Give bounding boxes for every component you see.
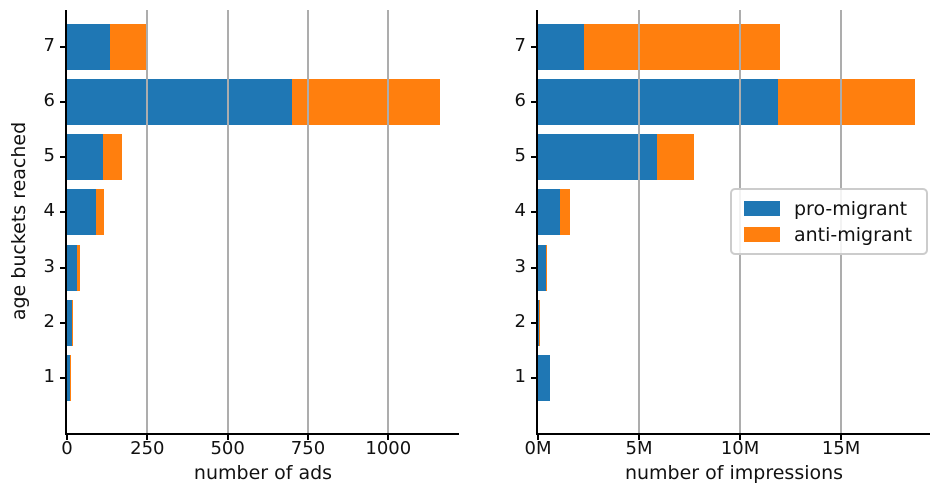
gridline-x-500 xyxy=(226,10,229,433)
anti-migrant-swatch-icon xyxy=(744,227,780,242)
bar-segment-pro-migrant-bucket-1 xyxy=(67,354,70,401)
y-tickmark-7 xyxy=(60,46,65,48)
bar-segment-pro-migrant-bucket-6 xyxy=(67,79,292,126)
bar-segment-anti-migrant-bucket-2 xyxy=(71,299,74,346)
bar-segment-pro-migrant-bucket-5 xyxy=(538,134,658,181)
y-tick-label-6: 6 xyxy=(43,90,55,112)
bar-segment-anti-migrant-bucket-4 xyxy=(96,189,104,236)
y-tick-label-4: 4 xyxy=(43,200,55,222)
gridline-x-250 xyxy=(146,10,149,433)
y-tick-label-7: 7 xyxy=(514,35,526,56)
x-tickmark-500 xyxy=(226,435,229,440)
x-tick-label-10M: 10M xyxy=(720,438,760,459)
bar-segment-anti-migrant-bucket-4 xyxy=(560,189,571,236)
x-tick-label-0: 0 xyxy=(61,438,73,459)
y-tick-label-2: 2 xyxy=(514,310,526,332)
x-tick-label-750: 750 xyxy=(290,438,326,459)
bar-segment-pro-migrant-bucket-4 xyxy=(538,189,561,236)
x-tickmark-750 xyxy=(306,435,309,440)
y-axis-spine xyxy=(536,10,538,433)
x-tickmark-1000 xyxy=(387,435,390,440)
x-tickmark-0 xyxy=(66,435,68,440)
legend-label-anti-migrant: anti-migrant xyxy=(794,223,913,246)
y-tick-label-2: 2 xyxy=(43,310,55,332)
bar-segment-anti-migrant-bucket-5 xyxy=(102,134,122,181)
y-tickmark-1 xyxy=(60,376,65,379)
y-tickmark-3 xyxy=(60,266,65,269)
y-tickmark-5 xyxy=(531,156,536,159)
y-tickmark-3 xyxy=(531,266,536,269)
bar-segment-anti-migrant-bucket-6 xyxy=(778,79,915,126)
y-tick-label-6: 6 xyxy=(514,90,526,112)
bar-segment-anti-migrant-bucket-2 xyxy=(538,299,540,346)
x-axis-label-impressions: number of impressions xyxy=(624,462,844,484)
x-axis-spine xyxy=(65,433,459,435)
bar-segment-anti-migrant-bucket-6 xyxy=(291,79,440,126)
legend: pro-migrant anti-migrant xyxy=(730,188,928,255)
bar-segment-anti-migrant-bucket-3 xyxy=(546,244,548,291)
x-axis-label-ads: number of ads xyxy=(193,462,333,484)
bar-segment-anti-migrant-bucket-3 xyxy=(77,244,81,291)
y-tick-label-1: 1 xyxy=(514,365,526,387)
bar-segment-pro-migrant-bucket-4 xyxy=(67,189,97,236)
y-tick-label-1: 1 xyxy=(43,365,55,387)
x-tickmark-250 xyxy=(146,435,149,440)
y-tickmark-6 xyxy=(531,101,536,104)
y-tickmark-2 xyxy=(60,321,65,324)
ads-chart-plot-area xyxy=(67,10,459,433)
y-tickmark-2 xyxy=(531,321,536,324)
x-tick-label-250: 250 xyxy=(130,438,165,459)
y-tickmark-7 xyxy=(531,46,536,48)
x-tick-label-1000: 1000 xyxy=(365,438,412,459)
y-tickmark-4 xyxy=(60,211,65,214)
x-tickmark-10 xyxy=(739,435,742,440)
bar-segment-pro-migrant-bucket-5 xyxy=(67,134,103,181)
y-tickmark-5 xyxy=(60,156,65,159)
bar-segment-pro-migrant-bucket-3 xyxy=(538,244,547,291)
pro-migrant-swatch-icon xyxy=(744,201,780,216)
y-tick-label-4: 4 xyxy=(514,200,526,222)
gridline-x-5 xyxy=(638,10,641,433)
y-tickmark-4 xyxy=(531,211,536,214)
bar-segment-pro-migrant-bucket-3 xyxy=(67,244,78,291)
y-tickmark-6 xyxy=(60,101,65,104)
y-tick-label-3: 3 xyxy=(43,255,55,277)
gridline-x-750 xyxy=(306,10,309,433)
bar-segment-pro-migrant-bucket-1 xyxy=(538,354,551,401)
bar-segment-anti-migrant-bucket-7 xyxy=(584,24,781,70)
bar-segment-anti-migrant-bucket-7 xyxy=(110,24,146,70)
legend-label-pro-migrant: pro-migrant xyxy=(794,197,908,220)
x-tickmark-15 xyxy=(840,435,843,440)
bar-segment-pro-migrant-bucket-7 xyxy=(538,24,585,70)
y-axis-spine xyxy=(65,10,67,433)
y-tick-label-5: 5 xyxy=(514,145,526,167)
legend-item-pro-migrant: pro-migrant xyxy=(744,197,914,220)
bar-segment-pro-migrant-bucket-6 xyxy=(538,79,779,126)
x-tick-label-500: 500 xyxy=(210,438,245,459)
x-tick-label-0M: 0M xyxy=(524,438,552,459)
x-axis-spine xyxy=(536,433,930,435)
x-tickmark-0 xyxy=(537,435,539,440)
gridline-x-1000 xyxy=(387,10,390,433)
y-tick-label-7: 7 xyxy=(43,35,55,56)
bar-segment-anti-migrant-bucket-5 xyxy=(657,134,694,181)
bar-segment-pro-migrant-bucket-2 xyxy=(538,299,539,346)
x-tickmark-5 xyxy=(638,435,641,440)
legend-item-anti-migrant: anti-migrant xyxy=(744,223,914,246)
bar-segment-pro-migrant-bucket-7 xyxy=(67,24,111,70)
x-tick-label-15M: 15M xyxy=(821,438,861,459)
y-tick-label-5: 5 xyxy=(43,145,55,167)
y-tick-label-3: 3 xyxy=(514,255,526,277)
bar-segment-pro-migrant-bucket-2 xyxy=(67,299,72,346)
x-tick-label-5M: 5M xyxy=(625,438,653,459)
y-tickmark-1 xyxy=(531,376,536,379)
